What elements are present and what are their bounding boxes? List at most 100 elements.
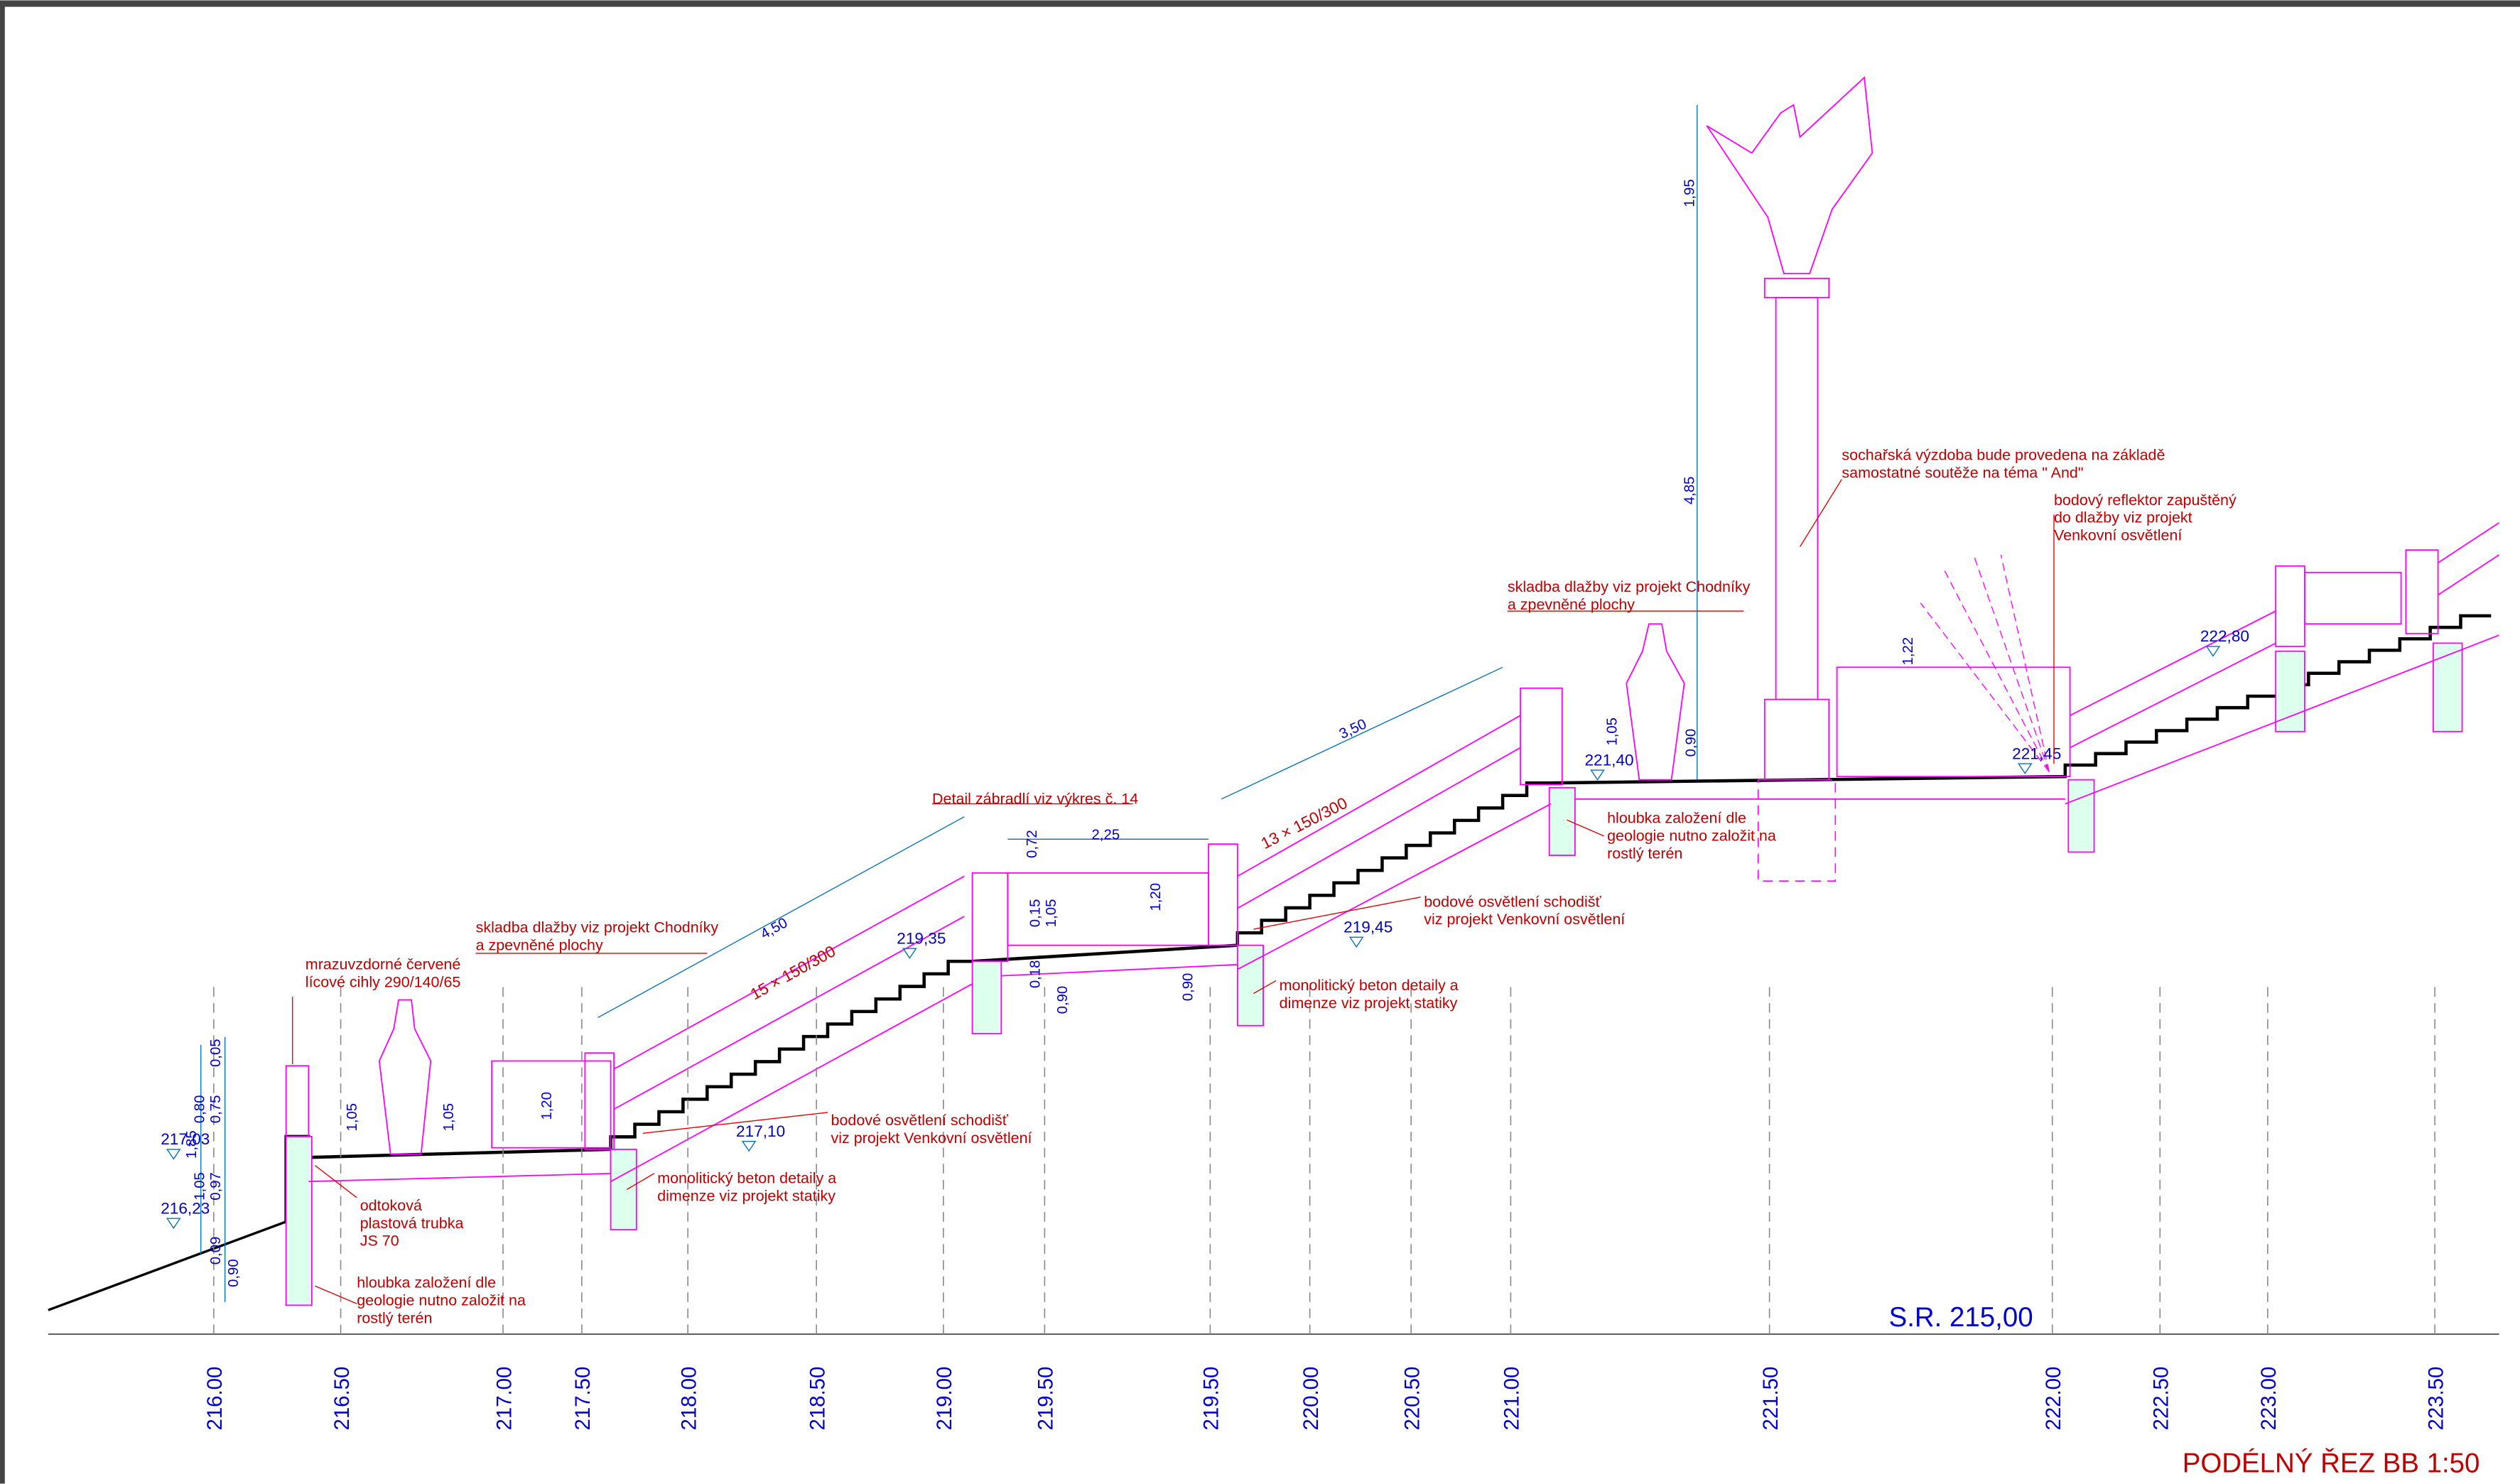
station-label: 219.50 [1034, 1367, 1058, 1431]
annotation-line: dimenze viz projekt statiky [1280, 995, 1458, 1012]
dimension-label: 0,18 [1028, 960, 1044, 989]
annotation-line: viz projekt Venkovní osvětlení [1424, 911, 1625, 928]
leader [643, 1112, 828, 1133]
annotation: bodové osvětlení schodišťviz projekt Ven… [1424, 893, 1625, 928]
stair-underside [611, 984, 973, 1181]
foundation [973, 961, 1002, 1034]
annotation-line: a zpevněné plochy [476, 936, 603, 953]
brick-pillar [2276, 566, 2305, 646]
brick-pillar [585, 1053, 614, 1149]
annotation-line: bodové osvětlení schodišť [1424, 893, 1601, 910]
brick-pillar [973, 873, 1008, 961]
dimension-label: 1,20 [1148, 883, 1164, 911]
dimension-label: 3,50 [1337, 716, 1369, 742]
station-label: 219.50 [1200, 1367, 1223, 1431]
level-marker [1350, 937, 1363, 947]
dimension-label: 4,50 [758, 915, 790, 942]
column-cap [1765, 278, 1829, 298]
annotation-line: monolitický beton detaily a [1280, 977, 1459, 994]
annotation-line: samostatné soutěže na téma " And" [1842, 464, 2083, 481]
annotation-line: Detail zábradlí viz výkres č. 14 [932, 791, 1138, 808]
dimension-label: 1,05 [1605, 717, 1621, 746]
left-border [0, 1, 5, 1484]
level-marker [742, 1142, 755, 1152]
station-label: 222.50 [2150, 1367, 2173, 1431]
dimension-label: 0,90 [226, 1259, 242, 1287]
dimension-label: 1,05 [192, 1172, 207, 1201]
level-marker [1591, 770, 1604, 780]
dimension-label: 0,90 [1180, 973, 1196, 1002]
annotation-line: dimenze viz projekt statiky [657, 1187, 836, 1204]
dimension-label: 0,09 [208, 1237, 224, 1265]
station-label: 223.00 [2257, 1367, 2281, 1431]
station-label: 221.00 [1500, 1367, 1524, 1431]
annotation-line: JS 70 [360, 1233, 399, 1250]
dimension-label: 0,90 [1055, 986, 1071, 1014]
top-border [0, 1, 2520, 7]
level-label: 219,35 [897, 929, 946, 947]
station-label: 218.00 [677, 1367, 701, 1431]
level-marker [167, 1149, 180, 1159]
brick-pillar [1520, 688, 1562, 785]
annotation-line: geologie nutno založit na [357, 1291, 526, 1309]
station-label: 220.00 [1299, 1367, 1323, 1431]
light-beams [1920, 555, 2049, 771]
station-label: 216.00 [203, 1367, 227, 1431]
brick-pillar [1208, 844, 1238, 946]
station-label: 221.50 [1759, 1367, 1783, 1431]
level-label: 222,80 [2200, 627, 2249, 645]
drawing: 216.00216.50217.00217.50218.00218.50219.… [0, 0, 2520, 1484]
level-marker [167, 1218, 180, 1228]
annotation: Detail zábradlí viz výkres č. 14 [932, 791, 1138, 808]
stair-label: 15 × 150/300 [747, 942, 838, 1003]
dimension-label: 1,05 [441, 1103, 457, 1132]
annotation-line: plastová trubka [360, 1215, 464, 1232]
dimension-label: 1,20 [539, 1092, 555, 1120]
foundation [2068, 780, 2094, 852]
annotation: skladba dlažby viz projekt Chodníkya zpe… [1508, 578, 1751, 613]
annotation-line: skladba dlažby viz projekt Chodníky [476, 919, 719, 936]
dimension-label: 0,75 [208, 1095, 224, 1124]
brick-wall [286, 1066, 309, 1137]
annotation-line: mrazuvzdorné červené [305, 956, 461, 973]
station-label: 217.50 [571, 1367, 595, 1431]
station-lines [214, 980, 2435, 1334]
leader [315, 1286, 357, 1304]
annotation: sochařská výzdoba bude provedena na zákl… [1842, 446, 2165, 481]
annotation-line: hloubka založení dle [1607, 810, 1746, 827]
annotation-line: bodový reflektor zapuštěný [2054, 492, 2237, 509]
column [1776, 298, 1818, 700]
dimension-label: 0,05 [208, 1039, 224, 1067]
level-label: 217,10 [736, 1122, 785, 1140]
level-label: 219,45 [1343, 919, 1393, 936]
annotation-line: hloubka založení dle [357, 1274, 496, 1291]
annotation-line: odtoková [360, 1197, 422, 1214]
annotation: skladba dlažby viz projekt Chodníkya zpe… [476, 919, 719, 954]
annotation-line: lícové cihly 290/140/65 [305, 973, 461, 990]
datum: S.R. 215,00 [1889, 1302, 2033, 1333]
station-label: 223.50 [2424, 1367, 2448, 1431]
annotation-line: sochařská výzdoba bude provedena na zákl… [1842, 446, 2165, 463]
foundation [2433, 643, 2462, 731]
dimension-label: 0,80 [192, 1095, 207, 1124]
foundation [611, 1149, 637, 1230]
stair-label: 13 × 150/300 [1258, 794, 1351, 852]
annotation-line: viz projekt Venkovní osvětlení [831, 1130, 1032, 1147]
level-marker [2207, 646, 2219, 656]
railing [2438, 555, 2499, 595]
level-marker [903, 948, 916, 958]
annotation-line: rostlý terén [1607, 845, 1682, 862]
station-label: 218.50 [806, 1367, 829, 1431]
annotation-line: monolitický beton detaily a [657, 1169, 836, 1186]
station-label: 222.00 [2042, 1367, 2065, 1431]
dimension-label: 1,95 [1682, 179, 1697, 207]
annotation-line: Venkovní osvětlení [2054, 527, 2182, 544]
railing [1238, 715, 1520, 876]
level-label: 221,40 [1584, 751, 1633, 769]
